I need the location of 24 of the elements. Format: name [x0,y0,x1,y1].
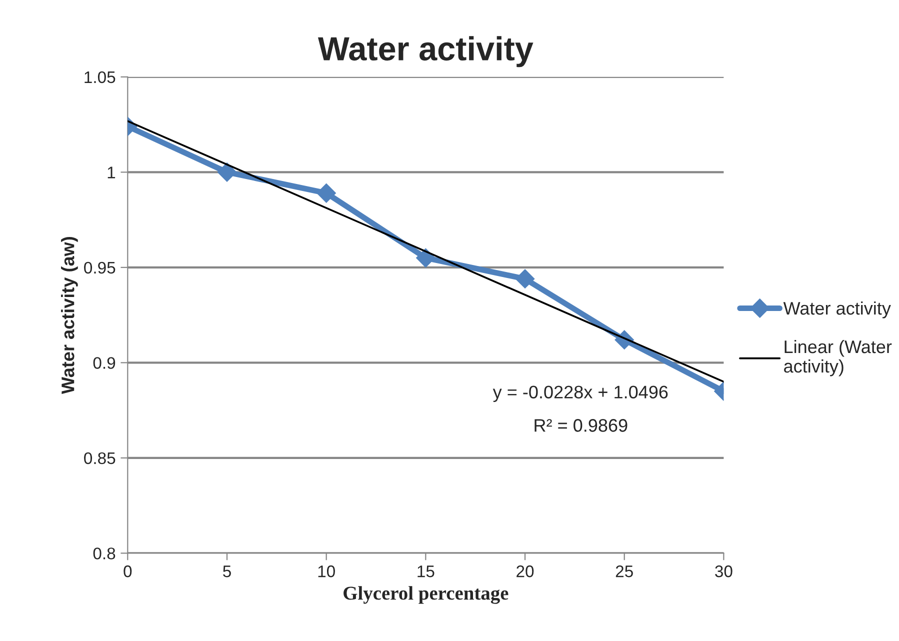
y-tick-label: 0.85 [84,452,116,464]
y-axis-title: Water activity (aw) [61,237,78,394]
annotation: y = -0.0228x + 1.0496 [492,386,668,402]
point [217,162,237,182]
x-tick-label: 10 [318,565,335,578]
point [515,269,535,288]
x-axis-title: Glycerol percentage [344,586,508,604]
legend-label: Water activity [783,301,891,318]
y-tick-label: 0.8 [93,548,116,560]
x-tick-label: 20 [516,565,534,578]
x-tick-label: 5 [223,566,231,578]
chart-title: Water activity [318,36,534,68]
x-tick-label: 0 [124,565,132,578]
x-tick-label: 15 [418,566,434,578]
x-tick-label: 30 [715,565,732,578]
x-tick-label: 25 [616,565,633,578]
point [416,248,436,268]
y-tick-label: 1 [108,166,116,178]
y-tick-label: 0.9 [93,357,116,369]
y-tick-label: 0.95 [84,262,116,274]
legend-label: Linear (Water activity) [784,340,892,376]
annotation: R² = 0.9869 [534,419,628,432]
y-tick-label: 1.05 [84,71,116,84]
point [316,184,336,203]
